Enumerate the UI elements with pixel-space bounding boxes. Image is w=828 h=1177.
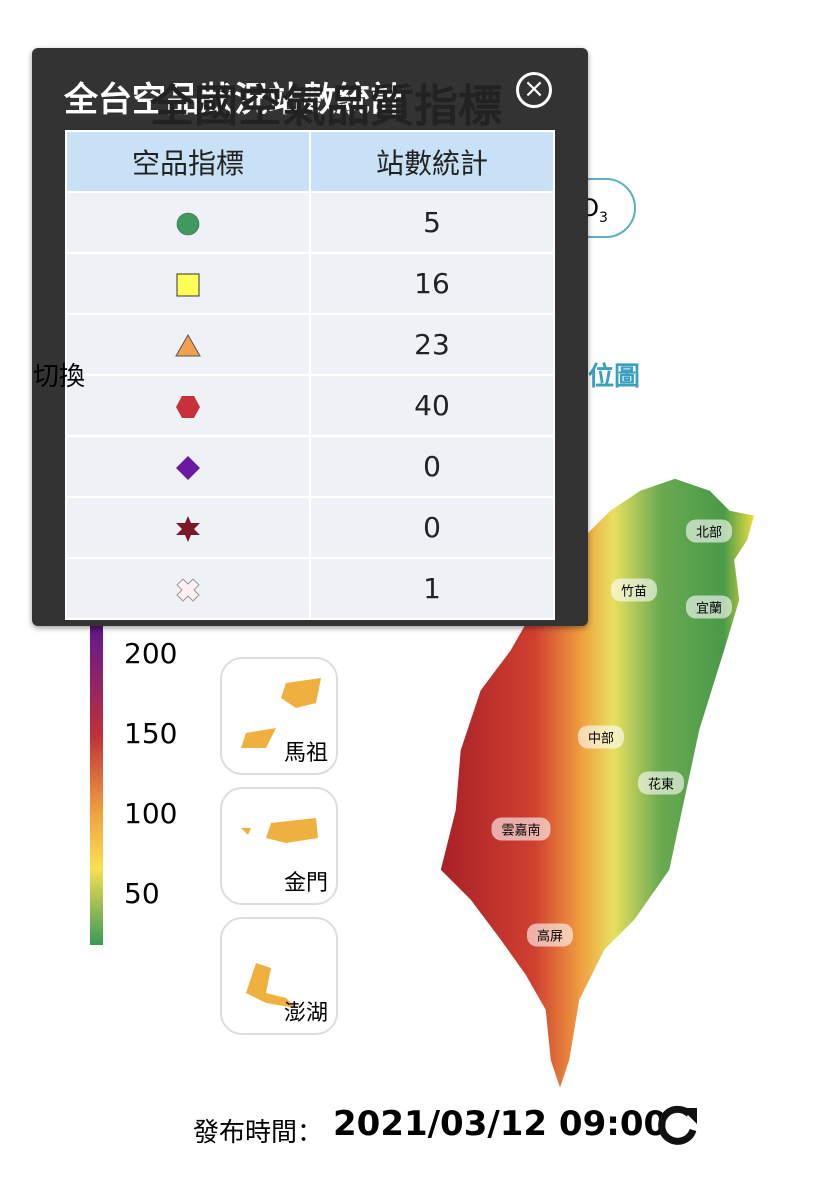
region-label: 中部 — [577, 725, 625, 749]
symbol-cell — [65, 313, 311, 376]
aqi-symbol — [176, 273, 200, 297]
taiwan-map — [439, 477, 756, 1093]
island-shape — [241, 818, 318, 843]
page-title: 全國空氣品質指標 — [150, 81, 502, 132]
aqi-symbol — [175, 333, 201, 357]
refresh-icon[interactable] — [655, 1104, 699, 1148]
table-row: 23 — [65, 313, 555, 376]
table-row: 16 — [65, 252, 555, 315]
aqi-symbol — [176, 396, 200, 418]
symbol-cell — [65, 557, 311, 620]
aqi-symbol — [176, 516, 200, 542]
publish-label: 發布時間： — [193, 1118, 324, 1148]
aqi-symbol — [176, 212, 200, 236]
symbol-cell — [65, 374, 311, 437]
island-label: 澎湖 — [283, 1001, 328, 1026]
color-bar — [90, 595, 103, 945]
island-button[interactable]: 澎湖 — [220, 917, 338, 1035]
station-count: 0 — [309, 435, 555, 498]
colorbar-label: 100 — [124, 797, 178, 830]
colorbar-label: 200 — [124, 637, 178, 670]
aqi-symbol — [176, 578, 200, 602]
publish-time: 2021/03/12 09:00 — [333, 1104, 668, 1144]
region-label: 竹苗 — [610, 578, 658, 602]
island-blob — [246, 963, 296, 1008]
island-label: 馬祖 — [283, 741, 328, 766]
stats-modal: 全台空品狀況站數統計 × 空品指標 站數統計 5 16 23 40 0 0 1 — [32, 48, 588, 626]
station-count: 5 — [309, 191, 555, 254]
station-count: 40 — [309, 374, 555, 437]
region-label: 花東 — [637, 771, 685, 795]
island-shape — [246, 963, 296, 1008]
switch-label[interactable]: 切換 — [33, 362, 86, 392]
symbol-cell — [65, 435, 311, 498]
table-header: 站數統計 — [309, 130, 555, 193]
symbol-cell — [65, 252, 311, 315]
island-label: 金門 — [283, 871, 328, 896]
region-label: 北部 — [685, 519, 733, 543]
table-row: 0 — [65, 496, 555, 559]
island-button[interactable]: 金門 — [220, 787, 338, 905]
stats-table: 空品指標 站數統計 5 16 23 40 0 0 1 — [65, 130, 555, 620]
pollutant-sub: 3 — [598, 209, 608, 226]
island-button[interactable]: 馬祖 — [220, 657, 338, 775]
island-blob — [241, 678, 321, 748]
table-row: 40 — [65, 374, 555, 437]
close-button[interactable]: × — [516, 72, 552, 108]
colorbar-label: 50 — [124, 877, 160, 910]
region-label: 宜蘭 — [685, 595, 733, 619]
station-count: 16 — [309, 252, 555, 315]
station-count: 0 — [309, 496, 555, 559]
table-row: 5 — [65, 191, 555, 254]
island-blob — [241, 818, 318, 843]
aqi-symbol — [176, 456, 200, 480]
table-header: 空品指標 — [65, 130, 311, 193]
modal-title: 全台空品狀況站數統計 — [64, 80, 404, 120]
table-row: 0 — [65, 435, 555, 498]
colorbar-label: 150 — [124, 717, 178, 750]
symbol-cell — [65, 496, 311, 559]
symbol-cell — [65, 191, 311, 254]
region-label: 高屏 — [526, 923, 574, 947]
table-row: 1 — [65, 557, 555, 620]
station-count: 23 — [309, 313, 555, 376]
island-shape — [241, 678, 321, 748]
region-label: 雲嘉南 — [491, 817, 551, 841]
station-count: 1 — [309, 557, 555, 620]
